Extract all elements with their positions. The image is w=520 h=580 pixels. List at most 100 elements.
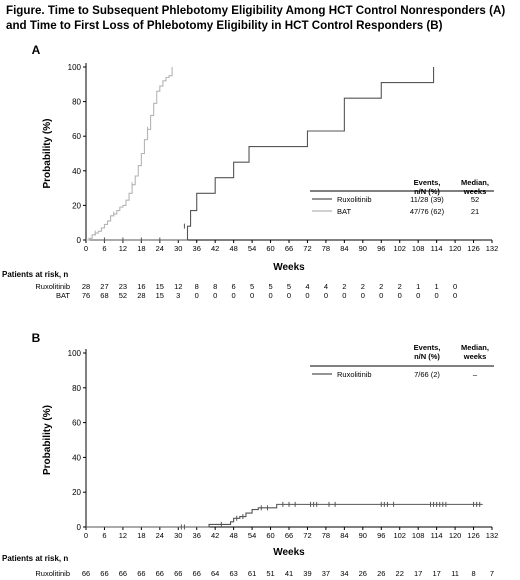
x-tick-label: 60 (266, 531, 274, 540)
at-risk-count: 1 (416, 282, 420, 291)
legend-events-value: 47/76 (62) (410, 207, 445, 216)
x-tick-label: 120 (449, 531, 462, 540)
x-tick-label: 60 (266, 244, 274, 253)
y-tick-label: 0 (77, 236, 82, 245)
at-risk-count: 2 (379, 282, 383, 291)
at-risk-count: 15 (156, 282, 164, 291)
at-risk-count: 3 (176, 291, 180, 300)
at-risk-count: 0 (342, 291, 346, 300)
at-risk-count: 28 (82, 282, 90, 291)
legend-header-median-sub: weeks (463, 352, 487, 361)
at-risk-count: 0 (398, 291, 402, 300)
x-axis-label: Weeks (273, 262, 305, 273)
at-risk-count: 5 (287, 282, 291, 291)
at-risk-count: 2 (398, 282, 402, 291)
y-tick-label: 80 (72, 384, 81, 393)
figure-title-line-1: Figure. Time to Subsequent Phlebotomy El… (6, 4, 506, 17)
y-tick-label: 100 (68, 63, 82, 72)
at-risk-count: 66 (119, 569, 127, 578)
at-risk-count: 61 (248, 569, 256, 578)
at-risk-count: 0 (287, 291, 291, 300)
x-tick-label: 12 (119, 531, 127, 540)
x-tick-label: 36 (193, 531, 201, 540)
y-tick-label: 20 (72, 488, 81, 497)
x-tick-label: 12 (119, 244, 127, 253)
x-tick-label: 54 (248, 531, 256, 540)
at-risk-count: 0 (305, 291, 309, 300)
x-tick-label: 126 (467, 244, 480, 253)
at-risk-count: 0 (213, 291, 217, 300)
at-risk-count: 41 (285, 569, 293, 578)
at-risk-count: 0 (416, 291, 420, 300)
at-risk-count: 66 (156, 569, 164, 578)
legend-header-events: Events, (414, 343, 441, 352)
at-risk-count: 34 (340, 569, 348, 578)
series-line-ruxolitinib (86, 67, 435, 241)
legend-events-value: 11/28 (39) (410, 195, 444, 204)
figure-title-line-2: and Time to First Loss of Phlebotomy Eli… (6, 19, 443, 32)
y-tick-label: 40 (72, 167, 81, 176)
at-risk-count: 1 (435, 282, 439, 291)
y-axis-label: Probability (%) (42, 405, 53, 475)
y-tick-label: 20 (72, 201, 81, 210)
at-risk-label: Patients at risk, n (2, 554, 68, 563)
x-tick-label: 90 (359, 244, 367, 253)
x-tick-label: 78 (322, 244, 330, 253)
x-tick-label: 114 (431, 244, 443, 253)
at-risk-count: 5 (250, 282, 254, 291)
legend-header-median: Median, (461, 343, 489, 352)
y-tick-label: 60 (72, 419, 81, 428)
x-tick-label: 66 (285, 531, 293, 540)
legend-median-value: – (473, 370, 478, 379)
x-tick-label: 18 (137, 531, 145, 540)
x-tick-label: 84 (340, 531, 348, 540)
x-tick-label: 30 (174, 531, 182, 540)
x-tick-label: 0 (84, 244, 88, 253)
figure-title: Figure. Time to Subsequent Phlebotomy El… (6, 3, 516, 33)
at-risk-count: 17 (414, 569, 422, 578)
at-risk-count: 28 (137, 291, 145, 300)
x-tick-label: 30 (174, 244, 182, 253)
y-tick-label: 40 (72, 453, 81, 462)
x-tick-label: 108 (412, 531, 425, 540)
at-risk-count: 2 (342, 282, 346, 291)
x-tick-label: 24 (156, 244, 164, 253)
series-line-ruxolitinib (86, 503, 483, 528)
legend-series-name: BAT (337, 207, 351, 216)
legend-median-value: 52 (471, 195, 479, 204)
x-tick-label: 96 (377, 531, 385, 540)
at-risk-count: 11 (451, 569, 459, 578)
at-risk-count: 8 (213, 282, 217, 291)
at-risk-count: 22 (396, 569, 404, 578)
x-tick-label: 72 (303, 531, 311, 540)
x-tick-label: 126 (467, 531, 480, 540)
x-tick-label: 42 (211, 531, 219, 540)
at-risk-count: 0 (195, 291, 199, 300)
at-risk-count: 0 (453, 282, 457, 291)
at-risk-count: 23 (119, 282, 127, 291)
x-axis-label: Weeks (273, 547, 305, 558)
x-tick-label: 102 (393, 244, 406, 253)
at-risk-count: 66 (82, 569, 90, 578)
x-tick-label: 78 (322, 531, 330, 540)
x-tick-label: 48 (229, 531, 237, 540)
at-risk-row-name: Ruxolitinib (35, 282, 70, 291)
at-risk-count: 16 (137, 282, 145, 291)
y-tick-label: 0 (77, 523, 82, 532)
at-risk-count: 52 (119, 291, 127, 300)
at-risk-label: Patients at risk, n (2, 270, 68, 279)
at-risk-count: 0 (453, 291, 457, 300)
legend-header-events: Events, (414, 178, 441, 187)
y-tick-label: 80 (72, 98, 81, 107)
at-risk-count: 68 (100, 291, 108, 300)
at-risk-row-name: BAT (56, 291, 70, 300)
at-risk-count: 66 (100, 569, 108, 578)
x-tick-label: 72 (303, 244, 311, 253)
x-tick-label: 114 (431, 531, 443, 540)
x-tick-label: 18 (137, 244, 145, 253)
x-tick-label: 132 (486, 531, 499, 540)
at-risk-count: 0 (361, 291, 365, 300)
